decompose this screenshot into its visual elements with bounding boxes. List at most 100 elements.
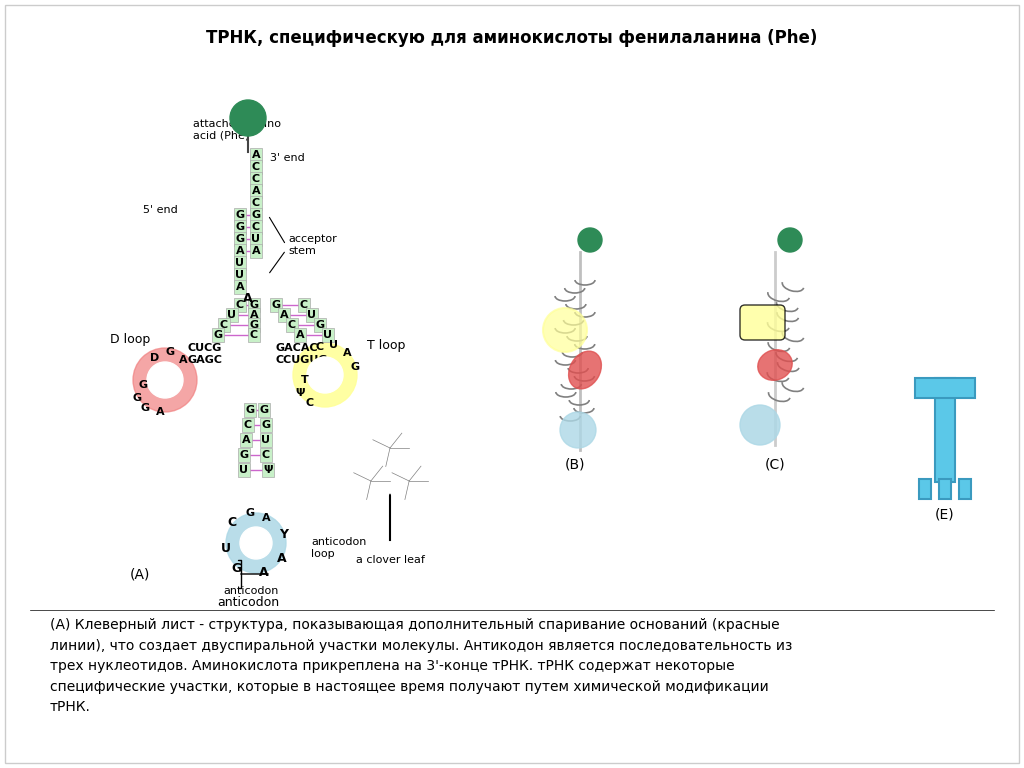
Text: G: G [213, 330, 222, 340]
Text: anticodon
loop: anticodon loop [311, 537, 367, 559]
Text: attached amino
acid (Phe): attached amino acid (Phe) [193, 119, 281, 141]
Text: A: A [252, 150, 260, 160]
FancyBboxPatch shape [270, 298, 282, 312]
Text: A: A [156, 407, 164, 417]
Text: G: G [240, 450, 249, 460]
Text: G: G [230, 561, 241, 574]
Text: G: G [246, 508, 255, 518]
Text: U: U [236, 258, 245, 268]
Text: A: A [252, 186, 260, 196]
Text: (B): (B) [565, 458, 586, 472]
Text: CCUGUG: CCUGUG [276, 355, 329, 365]
Text: GAGC: GAGC [187, 355, 222, 365]
FancyBboxPatch shape [234, 280, 246, 294]
Text: A: A [252, 246, 260, 256]
Ellipse shape [758, 349, 793, 380]
Text: A: A [262, 513, 270, 523]
FancyBboxPatch shape [234, 232, 246, 246]
FancyBboxPatch shape [306, 308, 318, 322]
Text: A: A [296, 330, 304, 340]
Circle shape [578, 228, 602, 252]
Text: U: U [236, 270, 245, 280]
FancyBboxPatch shape [740, 305, 785, 340]
Text: (A): (A) [130, 568, 151, 582]
FancyBboxPatch shape [314, 318, 326, 332]
FancyBboxPatch shape [939, 479, 951, 499]
FancyBboxPatch shape [262, 463, 274, 477]
Text: C: C [252, 222, 260, 232]
FancyBboxPatch shape [294, 328, 306, 342]
Text: U: U [252, 234, 260, 244]
Text: C: C [252, 174, 260, 184]
FancyBboxPatch shape [234, 256, 246, 270]
Circle shape [240, 527, 272, 559]
Circle shape [147, 362, 183, 398]
FancyBboxPatch shape [915, 378, 975, 398]
Text: anticodon: anticodon [217, 597, 280, 610]
Text: C: C [316, 342, 324, 352]
Text: G: G [166, 347, 174, 357]
Text: U: U [329, 340, 338, 350]
FancyBboxPatch shape [234, 208, 246, 222]
Text: (C): (C) [765, 458, 785, 472]
FancyBboxPatch shape [250, 196, 262, 210]
Circle shape [387, 459, 431, 503]
FancyBboxPatch shape [234, 220, 246, 234]
Text: G: G [236, 222, 245, 232]
Text: acceptor
stem: acceptor stem [288, 234, 337, 256]
Text: G: G [250, 300, 259, 310]
Text: D: D [151, 353, 160, 363]
Text: C: C [250, 330, 258, 340]
Text: (А) Клеверный лист - структура, показывающая дополнительный спаривание оснований: (А) Клеверный лист - структура, показыва… [50, 618, 793, 714]
Text: G: G [315, 320, 325, 330]
FancyBboxPatch shape [959, 479, 971, 499]
FancyBboxPatch shape [240, 433, 252, 447]
Text: G: G [250, 320, 259, 330]
Circle shape [740, 405, 780, 445]
FancyBboxPatch shape [260, 418, 272, 432]
FancyBboxPatch shape [250, 148, 262, 162]
Circle shape [560, 412, 596, 448]
Circle shape [133, 348, 197, 412]
Text: C: C [300, 300, 308, 310]
Text: Ψ: Ψ [263, 465, 272, 475]
Text: U: U [227, 310, 237, 320]
Text: G: G [350, 362, 359, 372]
Text: C: C [244, 420, 252, 430]
Text: G: G [246, 405, 255, 415]
Text: U: U [221, 541, 231, 554]
Text: G: G [140, 403, 150, 413]
FancyBboxPatch shape [234, 244, 246, 258]
FancyBboxPatch shape [244, 403, 256, 417]
Text: G: G [271, 300, 281, 310]
Text: A: A [236, 246, 245, 256]
Circle shape [230, 100, 266, 136]
FancyBboxPatch shape [238, 448, 250, 462]
FancyBboxPatch shape [250, 172, 262, 186]
Text: C: C [306, 398, 314, 408]
FancyBboxPatch shape [212, 328, 224, 342]
FancyBboxPatch shape [234, 268, 246, 282]
FancyBboxPatch shape [248, 308, 260, 322]
Text: GACAC: GACAC [276, 343, 318, 353]
FancyBboxPatch shape [250, 232, 262, 246]
Text: A: A [278, 551, 287, 564]
Text: ТРНК, специфическую для аминокислоты фенилаланина (Phe): ТРНК, специфическую для аминокислоты фен… [206, 29, 818, 47]
Text: U: U [261, 435, 270, 445]
FancyBboxPatch shape [258, 403, 270, 417]
FancyBboxPatch shape [260, 433, 272, 447]
Text: a clover leaf: a clover leaf [355, 555, 424, 565]
Text: C: C [252, 198, 260, 208]
Text: G: G [261, 420, 270, 430]
Text: G: G [236, 234, 245, 244]
Ellipse shape [568, 351, 601, 389]
Text: Y: Y [280, 528, 289, 541]
FancyBboxPatch shape [248, 328, 260, 342]
Text: G: G [138, 380, 147, 390]
Text: T loop: T loop [367, 339, 406, 352]
Circle shape [543, 308, 587, 352]
FancyBboxPatch shape [250, 208, 262, 222]
Text: G: G [259, 405, 268, 415]
FancyBboxPatch shape [260, 448, 272, 462]
Text: CUCG: CUCG [187, 343, 221, 353]
